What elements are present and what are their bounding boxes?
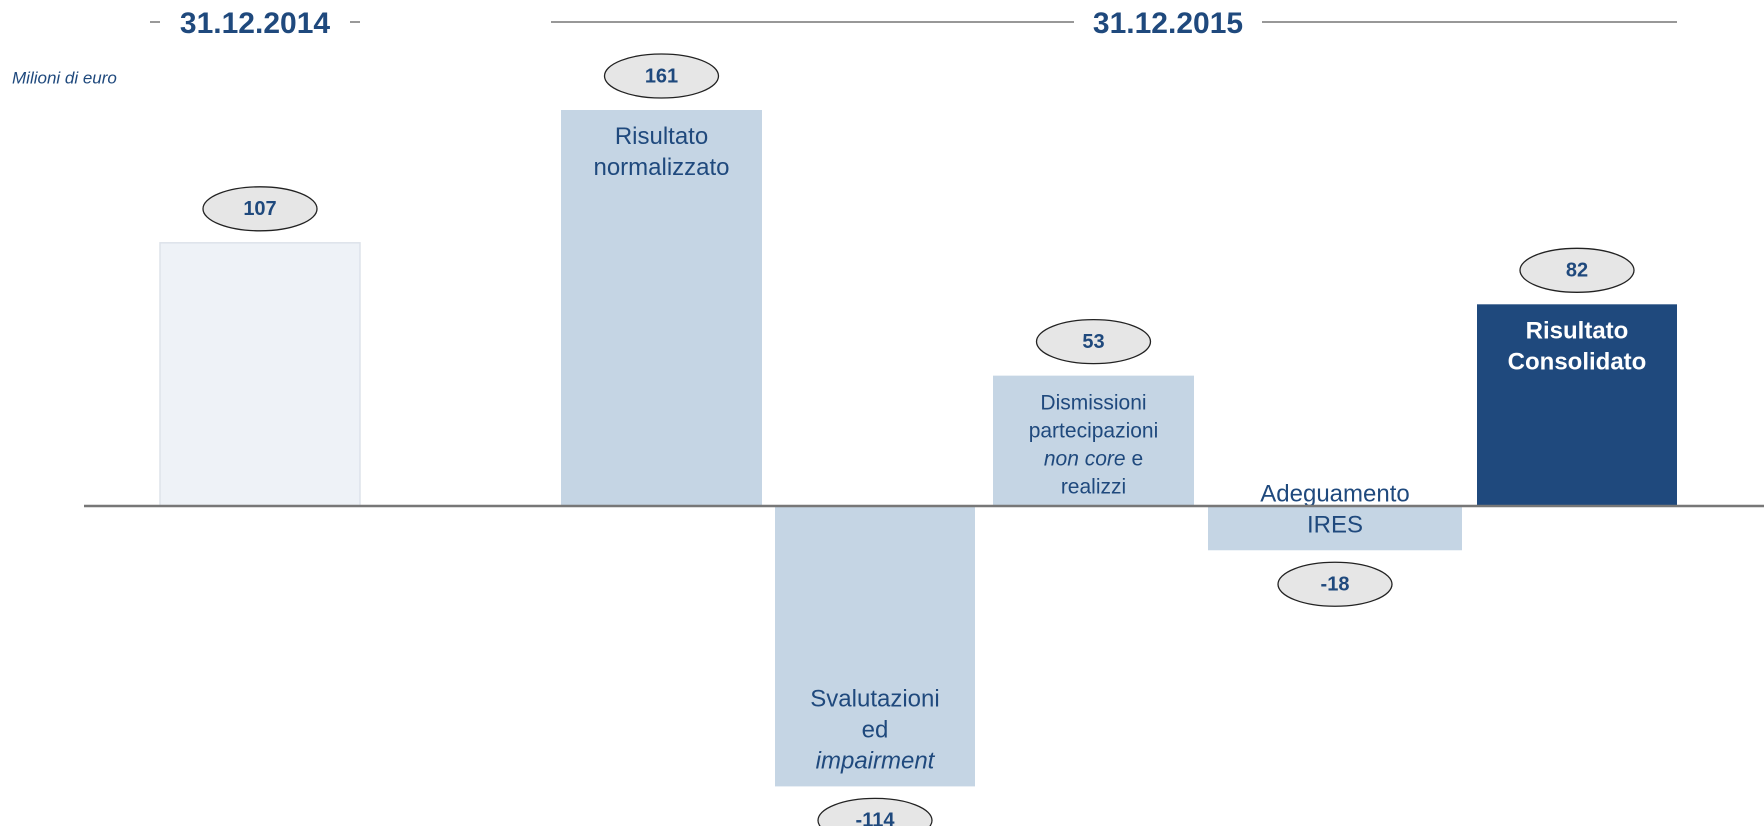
category-label-part: Adeguamento: [1260, 481, 1409, 508]
category-label: IRES: [1307, 512, 1363, 539]
header-2015: 31.12.2015: [1093, 7, 1243, 40]
value-label: 82: [1566, 260, 1588, 282]
category-label-part: Consolidato: [1508, 349, 1647, 376]
value-bubble: [817, 797, 933, 826]
category-label-part: Risultato: [615, 123, 708, 150]
bar: [159, 242, 361, 507]
bar: [561, 110, 762, 506]
category-label-part: realizzi: [1061, 475, 1126, 498]
category-label: non core e: [1044, 447, 1143, 470]
category-label: normalizzato: [593, 154, 729, 181]
value-bubble: [1519, 247, 1635, 293]
value-bubble: [1277, 561, 1393, 607]
category-label: ed: [862, 717, 889, 744]
category-label-part: non core: [1044, 447, 1126, 470]
bar: [993, 375, 1194, 506]
category-label-part: IRES: [1307, 512, 1363, 539]
value-label: -114: [856, 810, 896, 826]
category-label-part: Svalutazioni: [810, 686, 939, 713]
category-label: Risultato: [1526, 318, 1629, 345]
category-label-part: normalizzato: [593, 154, 729, 181]
category-label: Adeguamento: [1260, 481, 1409, 508]
category-label-part: Dismissioni: [1040, 391, 1146, 414]
bar: [775, 506, 975, 787]
bar: [1477, 304, 1677, 506]
category-label: partecipazioni: [1029, 419, 1159, 442]
value-bubble: [202, 186, 318, 232]
category-label: realizzi: [1061, 475, 1126, 498]
category-label: Dismissioni: [1040, 391, 1146, 414]
category-label-part: Risultato: [1526, 318, 1629, 345]
value-label: -18: [1321, 574, 1350, 596]
category-label-part: partecipazioni: [1029, 419, 1159, 442]
value-bubble: [1035, 318, 1152, 365]
unit-label: Milioni di euro: [12, 68, 117, 87]
category-label-part: ed: [862, 717, 889, 744]
header-2014: 31.12.2014: [180, 7, 330, 40]
category-label: impairment: [816, 748, 936, 775]
category-label: Svalutazioni: [810, 686, 939, 713]
category-label: Risultato: [615, 123, 708, 150]
value-label: 107: [243, 198, 276, 220]
value-label: 53: [1082, 331, 1104, 353]
bar: [1208, 506, 1462, 551]
category-label-part: impairment: [816, 748, 936, 775]
category-label: Consolidato: [1508, 349, 1647, 376]
category-label-part: e: [1126, 447, 1144, 470]
value-label: 161: [645, 65, 678, 87]
value-bubble: [603, 53, 720, 99]
